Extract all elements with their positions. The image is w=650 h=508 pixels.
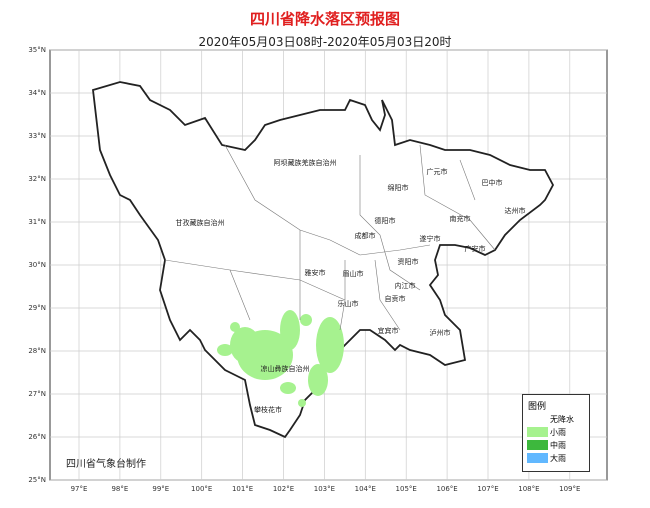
lon-tick-label: 109°E [559,485,580,493]
lat-tick-label: 31°N [28,218,46,226]
region-label: 广安市 [465,244,486,253]
region-label: 内江市 [395,281,416,290]
region-label: 甘孜藏族自治州 [176,218,225,227]
lon-tick-label: 99°E [152,485,169,493]
region-label: 阿坝藏族羌族自治州 [274,158,337,167]
legend-title: 图例 [528,402,547,412]
legend-swatch [527,414,548,424]
region-label: 南充市 [450,214,471,223]
lat-tick-label: 29°N [28,304,46,312]
region-label: 雅安市 [305,268,326,277]
sichuan-outline [92,81,555,439]
legend-item: 中雨 [523,440,589,451]
lon-tick-label: 100°E [191,485,212,493]
region-label: 眉山市 [343,269,364,278]
legend-item: 无降水 [523,414,589,425]
legend-label: 无降水 [550,415,574,424]
region-label: 巴中市 [482,178,503,187]
region-label: 达州市 [505,206,526,215]
map-title: 四川省降水落区预报图 [249,10,400,28]
lon-tick-label: 102°E [273,485,294,493]
region-label: 成都市 [355,231,376,240]
legend-swatch [527,453,548,463]
lon-tick-label: 103°E [314,485,335,493]
lon-tick-label: 108°E [518,485,539,493]
lon-tick-label: 98°E [111,485,128,493]
region-label: 泸州市 [430,328,451,337]
lon-tick-label: 107°E [477,485,498,493]
region-label: 资阳市 [398,257,419,266]
legend: 图例 无降水小雨中雨大雨 [522,394,590,472]
lat-tick-label: 35°N [28,46,46,54]
region-label: 广元市 [427,167,448,176]
rain-areas-light [217,310,344,407]
region-label: 宜宾市 [378,326,399,335]
region-label: 乐山市 [338,299,359,308]
lon-tick-label: 104°E [355,485,376,493]
lon-tick-label: 101°E [232,485,253,493]
lon-tick-label: 106°E [436,485,457,493]
lat-tick-label: 33°N [28,132,46,140]
region-label: 凉山彝族自治州 [261,364,310,373]
region-label: 绵阳市 [388,183,409,192]
legend-label: 小雨 [550,428,566,437]
region-label: 自贡市 [385,294,406,303]
region-label: 德阳市 [375,216,396,225]
axis-ticks: 35°N 34°N 33°N 32°N 31°N 30°N 29°N 28°N 27°N 26°N… [28,46,580,493]
legend-item: 小雨 [523,427,589,438]
lat-tick-label: 28°N [28,347,46,355]
lat-tick-label: 25°N [28,476,46,484]
lat-tick-label: 27°N [28,390,46,398]
map-subtitle: 2020年05月03日08时-2020年05月03日20时 [198,35,452,49]
prefecture-borders [164,144,496,331]
legend-swatch [527,427,548,437]
credit-text: 四川省气象台制作 [66,459,146,470]
legend-swatch [527,440,548,450]
region-label: 攀枝花市 [254,405,282,414]
lat-tick-label: 30°N [28,261,46,269]
lon-tick-label: 105°E [396,485,417,493]
region-label: 遂宁市 [420,234,441,243]
lon-tick-label: 97°E [71,485,88,493]
lat-tick-label: 32°N [28,175,46,183]
lat-tick-label: 26°N [28,433,46,441]
legend-item: 大雨 [523,453,589,464]
legend-label: 中雨 [550,441,566,450]
legend-label: 大雨 [550,454,566,463]
lat-tick-label: 34°N [28,89,46,97]
